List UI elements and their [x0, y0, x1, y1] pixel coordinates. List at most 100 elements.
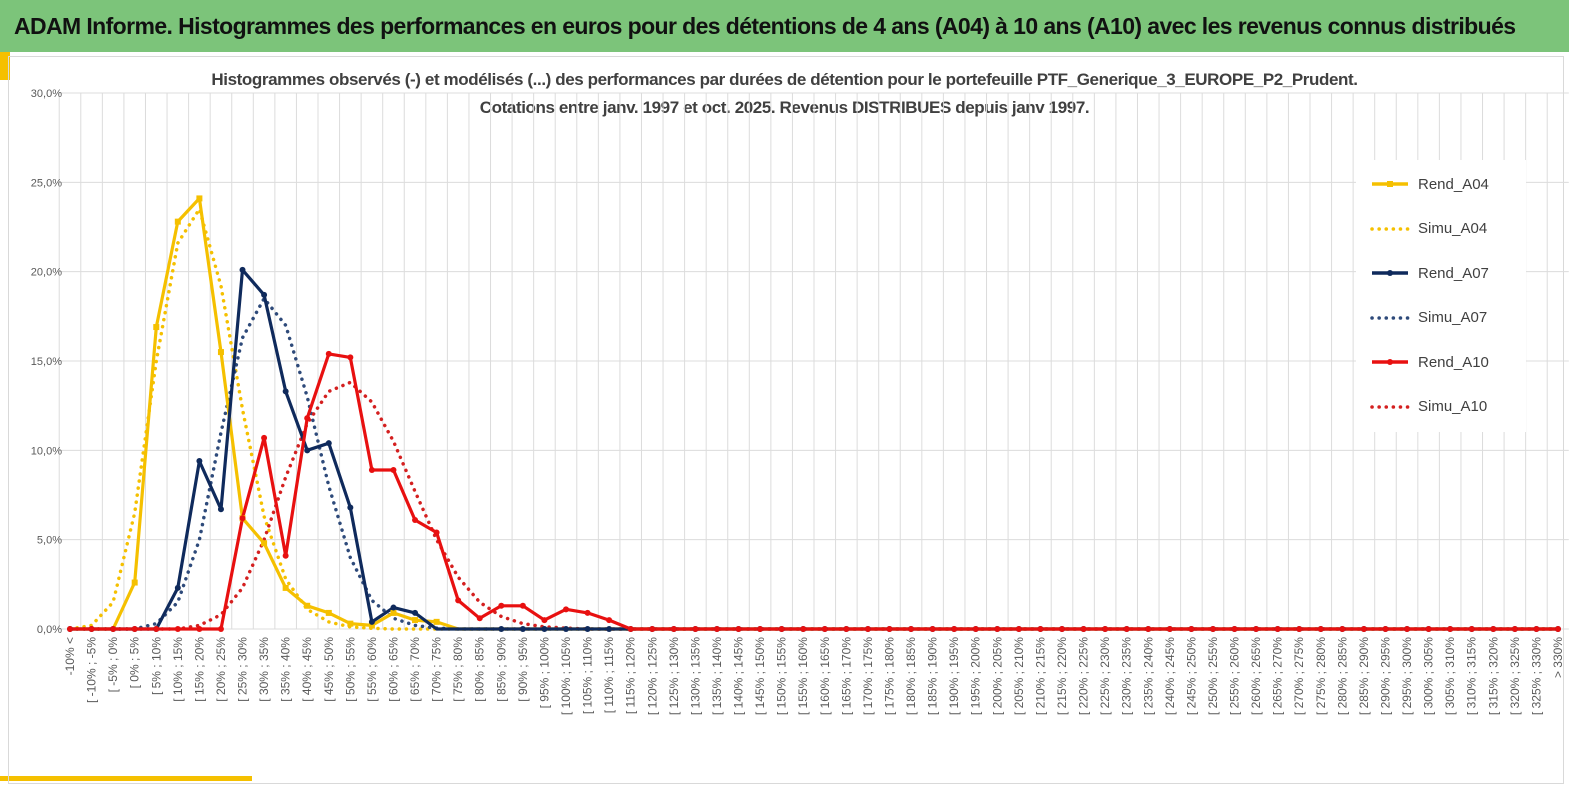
point-Rend_A10 — [325, 350, 332, 357]
x-tick-label: [ 60% ; 65% — [386, 637, 400, 702]
point-Rend_A10 — [347, 354, 354, 361]
point-Rend_A07 — [196, 458, 203, 465]
legend-label: Simu_A10 — [1418, 398, 1488, 415]
point-Rend_A10 — [541, 617, 548, 624]
point-Rend_A04 — [261, 540, 268, 547]
chart-frame — [8, 56, 1564, 784]
x-tick-label: [ 190% ; 195% — [947, 637, 961, 715]
x-tick-label: [ 90% ; 95% — [516, 637, 530, 702]
point-Rend_A10 — [1339, 626, 1346, 632]
x-tick-label: [ 155% ; 160% — [796, 637, 810, 715]
point-Rend_A07 — [217, 506, 224, 513]
point-Rend_A07 — [606, 626, 613, 632]
legend-item-Rend_A04: Rend_A04 — [1370, 174, 1489, 194]
point-Rend_A07 — [282, 388, 289, 395]
legend-label: Rend_A04 — [1418, 175, 1489, 193]
point-Rend_A10 — [1533, 626, 1540, 632]
point-Rend_A10 — [821, 626, 828, 632]
x-tick-label: [ 215% ; 220% — [1055, 637, 1069, 715]
x-tick-label: [ 10% ; 15% — [171, 637, 185, 702]
point-Rend_A10 — [972, 626, 979, 632]
x-tick-label: [ 70% ; 75% — [430, 637, 444, 702]
point-Rend_A10 — [1511, 626, 1518, 632]
point-Rend_A04 — [347, 620, 354, 627]
x-tick-label: [ 40% ; 45% — [300, 637, 314, 702]
legend-swatch-Simu_A04 — [1370, 226, 1410, 231]
point-Rend_A10 — [110, 626, 117, 632]
point-Rend_A10 — [994, 626, 1001, 632]
x-tick-label: [ 125% ; 130% — [667, 637, 681, 715]
legend-label: Rend_A07 — [1418, 264, 1489, 282]
point-Rend_A10 — [951, 626, 958, 632]
legend-item-Rend_A10: Rend_A10 — [1370, 352, 1489, 372]
point-Rend_A10 — [843, 626, 850, 632]
y-tick-label: 25,0% — [31, 177, 62, 189]
x-tick-label: [ 245% ; 250% — [1184, 637, 1198, 715]
legend-swatch-Simu_A07 — [1370, 315, 1410, 320]
point-Rend_A10 — [778, 626, 785, 632]
x-tick-label: [ 180% ; 185% — [904, 637, 918, 715]
x-tick-label: [ 85% ; 90% — [494, 637, 508, 702]
x-tick-label: [ 310% ; 315% — [1465, 637, 1479, 715]
x-tick-label: [ -5% ; 0% — [106, 637, 120, 693]
point-Rend_A10 — [908, 626, 915, 632]
x-tick-label: > 330% — [1551, 637, 1565, 678]
x-tick-label: [ 175% ; 180% — [882, 637, 896, 715]
series-line-Simu_A04 — [68, 207, 1560, 631]
legend-swatch-Rend_A07 — [1372, 270, 1408, 276]
x-tick-label: [ 15% ; 20% — [192, 637, 206, 702]
y-tick-label: 20,0% — [31, 267, 62, 279]
point-Rend_A10 — [670, 626, 677, 632]
x-tick-label: [ 235% ; 240% — [1141, 637, 1155, 715]
x-tick-label: [ 205% ; 210% — [1012, 637, 1026, 715]
legend-item-Simu_A10: Simu_A10 — [1370, 397, 1487, 417]
point-Rend_A10 — [713, 626, 720, 632]
x-tick-label: [ 55% ; 60% — [365, 637, 379, 702]
point-Rend_A10 — [519, 602, 526, 609]
point-Rend_A10 — [217, 626, 224, 632]
point-Rend_A10 — [606, 617, 613, 624]
x-tick-label: [ 165% ; 170% — [839, 637, 853, 715]
point-Rend_A10 — [1555, 626, 1561, 632]
point-Rend_A10 — [864, 626, 871, 632]
y-tick-label: 30,0% — [31, 88, 62, 100]
x-tick-label: [ 300% ; 305% — [1422, 637, 1436, 715]
x-tick-label: [ 270% ; 275% — [1292, 637, 1306, 715]
point-Rend_A10 — [1188, 626, 1195, 632]
x-tick-label: [ 50% ; 55% — [343, 637, 357, 702]
point-Rend_A10 — [1425, 626, 1432, 632]
point-Rend_A04 — [433, 618, 440, 625]
point-Rend_A10 — [368, 466, 375, 473]
x-axis-labels: -10% < [ -10% ; -5% [ -5% ; 0% [ 0% ; 5% [ 5… — [63, 637, 1565, 715]
point-Rend_A07 — [347, 504, 354, 511]
point-Rend_A10 — [1274, 626, 1281, 632]
x-tick-label: [ 210% ; 215% — [1033, 637, 1047, 715]
point-Rend_A04 — [196, 195, 203, 202]
point-Rend_A10 — [196, 626, 203, 632]
point-Rend_A10 — [1296, 626, 1303, 632]
point-Rend_A10 — [1145, 626, 1152, 632]
point-Rend_A04 — [325, 609, 332, 616]
x-tick-label: [ 240% ; 245% — [1163, 637, 1177, 715]
x-tick-label: [ 265% ; 270% — [1271, 637, 1285, 715]
x-tick-label: [ 65% ; 70% — [408, 637, 422, 702]
point-Rend_A10 — [735, 626, 742, 632]
point-Rend_A07 — [519, 626, 526, 632]
point-Rend_A10 — [1490, 626, 1497, 632]
y-tick-label: 15,0% — [31, 356, 62, 368]
legend-swatch-Rend_A10 — [1372, 359, 1408, 365]
x-tick-label: [ 275% ; 280% — [1314, 637, 1328, 715]
point-Rend_A04 — [412, 617, 419, 624]
chart-title-line1: Histogrammes observés (-) et modélisés (… — [211, 70, 1358, 89]
series-markers — [67, 195, 1561, 632]
point-Rend_A10 — [433, 529, 440, 536]
x-tick-label: [ 100% ; 105% — [559, 637, 573, 715]
point-Rend_A10 — [1253, 626, 1260, 632]
accent-bar-top — [0, 52, 10, 80]
x-tick-label: [ 5% ; 10% — [149, 637, 163, 695]
point-Rend_A10 — [67, 626, 73, 632]
x-tick-label: [ 320% ; 325% — [1508, 637, 1522, 715]
x-tick-label: [ 135% ; 140% — [710, 637, 724, 715]
legend-swatch-Rend_A04 — [1372, 181, 1408, 187]
